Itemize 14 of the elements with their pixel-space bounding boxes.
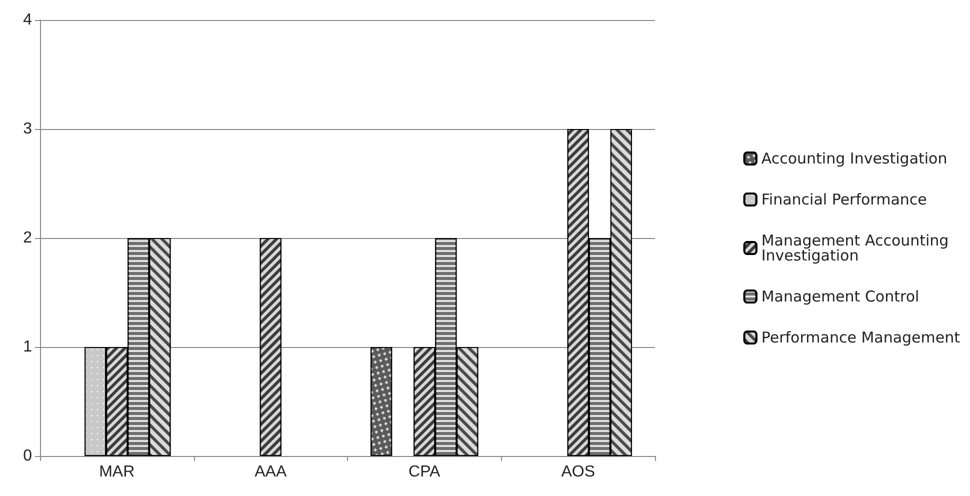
legend-label: Accounting Investigation — [761, 150, 948, 168]
y-tick-label: 3 — [23, 120, 32, 138]
legend-label: Management Accounting Investigation — [761, 232, 954, 264]
legend-label: Performance Management — [761, 328, 960, 346]
x-tick-label: AAA — [254, 464, 287, 480]
x-tick-label: CPA — [408, 464, 441, 480]
x-tick-label: AOS — [561, 464, 596, 480]
legend-label: Management Control — [761, 288, 920, 306]
y-tick-label: 4 — [23, 12, 32, 28]
x-tick-label: MAR — [99, 464, 135, 480]
y-tick-label: 1 — [23, 338, 32, 356]
y-tick-label: 0 — [23, 448, 32, 464]
legend-label: Financial Performance — [761, 190, 927, 208]
y-tick-label: 2 — [23, 230, 32, 246]
